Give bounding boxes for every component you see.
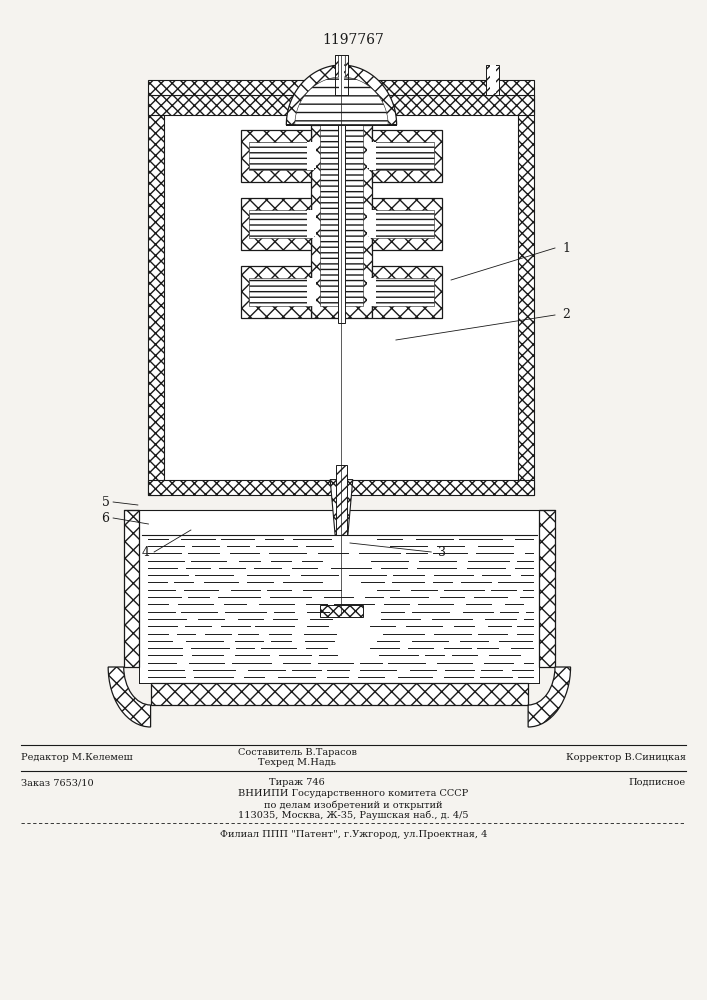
Bar (307, 142, 314, 170)
Text: Редактор М.Келемеш: Редактор М.Келемеш (21, 753, 133, 762)
Bar (148, 95, 164, 495)
Text: ВНИИПИ Государственного комитета СССР: ВНИИПИ Государственного комитета СССР (238, 789, 469, 798)
Bar (148, 95, 534, 115)
Bar (338, 125, 345, 323)
Bar (489, 65, 496, 93)
Bar (124, 510, 139, 667)
Bar (344, 55, 348, 95)
Polygon shape (330, 480, 353, 535)
Text: Техред М.Надь: Техред М.Надь (258, 758, 336, 767)
Bar (164, 115, 518, 480)
Bar (486, 65, 499, 95)
Text: 113035, Москва, Ж-35, Раушская наб., д. 4/5: 113035, Москва, Ж-35, Раушская наб., д. … (238, 811, 469, 820)
Bar (307, 210, 314, 238)
Wedge shape (528, 667, 571, 727)
Wedge shape (108, 667, 151, 727)
Bar (320, 125, 363, 306)
Bar (151, 683, 528, 705)
Bar (371, 266, 442, 318)
Bar (240, 130, 311, 182)
Bar (371, 130, 442, 182)
Text: Филиал ППП "Патент", г.Ужгород, ул.Проектная, 4: Филиал ППП "Патент", г.Ужгород, ул.Проек… (220, 830, 487, 839)
Bar (366, 144, 373, 168)
Text: Заказ 7653/10: Заказ 7653/10 (21, 778, 94, 787)
Bar (249, 142, 311, 170)
Text: 1197767: 1197767 (322, 33, 385, 47)
Bar (371, 210, 433, 238)
Bar (335, 55, 338, 95)
Bar (366, 280, 373, 304)
Bar (307, 278, 314, 306)
Text: Корректор В.Синицкая: Корректор В.Синицкая (566, 753, 686, 762)
Bar (311, 125, 371, 318)
Text: 1: 1 (562, 241, 570, 254)
Bar (339, 55, 344, 95)
Text: Подписное: Подписное (629, 778, 686, 787)
Bar (240, 266, 311, 318)
Text: 3: 3 (438, 546, 446, 558)
Bar (249, 210, 311, 238)
Text: 6: 6 (102, 512, 110, 524)
Bar (371, 142, 433, 170)
Text: по делам изобретений и открытий: по делам изобретений и открытий (264, 800, 443, 810)
Bar (518, 95, 534, 495)
Text: 2: 2 (562, 308, 570, 322)
Text: 4: 4 (141, 546, 149, 558)
Bar (371, 278, 433, 306)
Bar (240, 198, 311, 250)
Polygon shape (286, 65, 397, 125)
Bar (539, 510, 555, 667)
Bar (139, 510, 539, 683)
Bar (249, 278, 311, 306)
Bar (369, 142, 375, 170)
Bar (148, 80, 534, 95)
Text: Составитель В.Тарасов: Составитель В.Тарасов (238, 748, 356, 757)
Bar (148, 480, 534, 495)
Bar (335, 55, 348, 95)
Bar (336, 465, 346, 535)
Bar (366, 212, 373, 236)
Bar (369, 210, 375, 238)
Text: Тираж 746: Тираж 746 (269, 778, 325, 787)
Bar (309, 280, 316, 304)
Text: 5: 5 (102, 495, 110, 508)
Bar (369, 278, 375, 306)
Bar (309, 144, 316, 168)
Bar (309, 212, 316, 236)
Bar (320, 605, 363, 617)
Polygon shape (295, 77, 388, 125)
Bar (371, 198, 442, 250)
